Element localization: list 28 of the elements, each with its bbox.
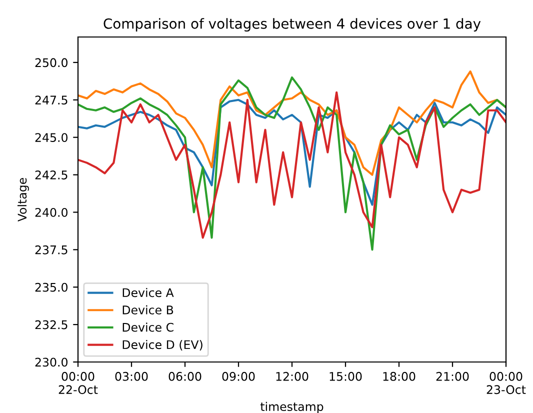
x-tick-label: 18:00 [383,372,416,381]
line-series [78,76,506,251]
x-tick-label: 09:00 [222,372,255,381]
legend-label: Device B [122,305,174,314]
y-tick-label: 230.0 [35,358,68,367]
y-tick-label: 247.5 [35,96,68,105]
y-axis-title: Voltage [18,178,29,222]
x-tick-label: 21:00 [436,372,469,381]
legend-label: Device C [122,322,174,332]
x-tick-label: 06:00 [168,372,202,381]
x-tick-label: 00:00 23-Oct [486,372,526,394]
x-tick-label: 00:00 22-Oct [58,372,98,394]
y-tick-label: 232.5 [35,320,68,330]
line-series [78,98,506,206]
y-tick-label: 245.0 [35,133,68,142]
y-tick-label: 250.0 [35,58,68,68]
line-series [78,91,506,239]
y-tick-label: 240.0 [35,208,68,217]
x-axis-title: timestamp [260,402,324,413]
legend-label: Device D (EV) [122,340,202,350]
x-tick-label: 03:00 [115,372,148,381]
chart-title: Comparison of voltages between 4 devices over 1 day [104,18,481,32]
y-tick-label: 237.5 [35,245,68,254]
x-tick-label: 15:00 [330,372,362,381]
x-tick-label: 12:00 [276,372,308,381]
y-tick-label: 235.0 [35,282,68,292]
y-tick-label: 242.5 [35,170,68,180]
legend-label: Device A [122,288,174,298]
